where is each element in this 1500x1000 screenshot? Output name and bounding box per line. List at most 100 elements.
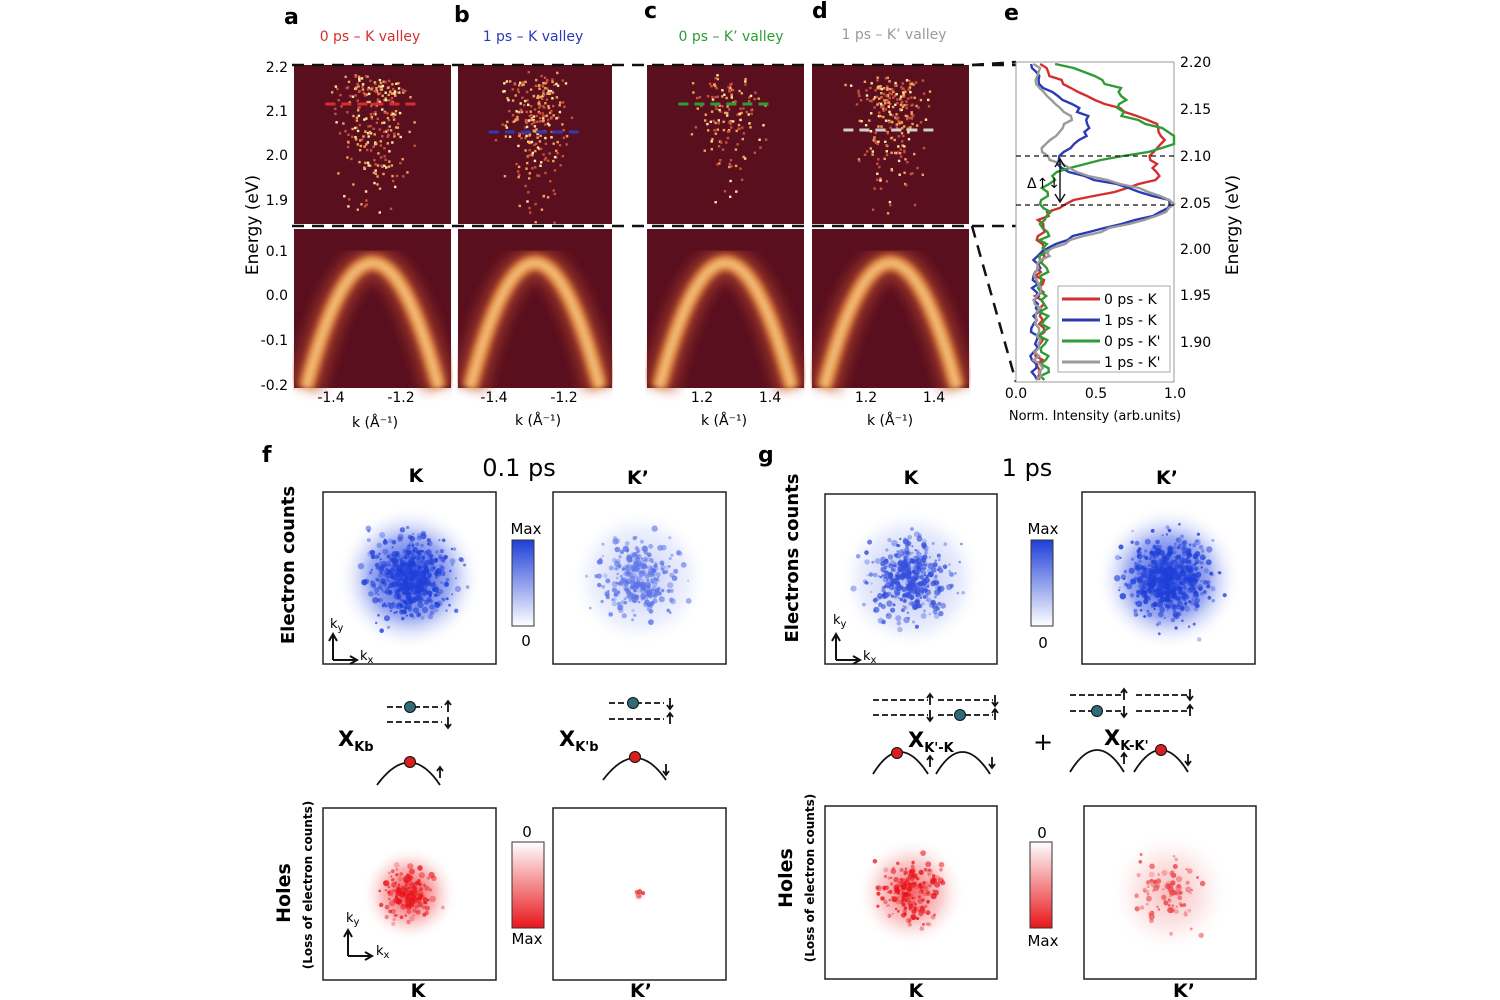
density-speckle <box>903 906 908 910</box>
density-speckle <box>914 624 919 629</box>
e-x-tick: 0.0 <box>1005 386 1027 402</box>
density-speckle <box>1183 912 1188 917</box>
density-speckle <box>1147 612 1153 617</box>
density-speckle <box>388 909 393 914</box>
density-speckle <box>386 625 391 630</box>
density-speckle <box>1134 893 1139 898</box>
g-cbar-zero: 0 <box>1038 634 1048 652</box>
density-speckle <box>1166 883 1172 889</box>
density-speckle <box>1199 880 1206 887</box>
density-speckle <box>1146 590 1150 594</box>
arpes-speckle <box>890 169 894 172</box>
density-speckle <box>416 535 422 541</box>
arpes-speckle <box>523 104 526 107</box>
arpes-speckle <box>714 77 717 80</box>
density-speckle <box>883 867 889 873</box>
density-speckle <box>902 605 905 608</box>
arpes-speckle <box>879 114 882 118</box>
arpes-speckle <box>738 89 741 93</box>
arpes-speckle <box>885 153 889 157</box>
density-speckle <box>384 591 388 594</box>
density-speckle <box>1136 549 1140 553</box>
density-speckle <box>897 892 900 896</box>
arpes-speckle <box>704 113 707 116</box>
density-speckle <box>923 609 926 613</box>
density-speckle <box>391 878 395 882</box>
density-speckle <box>611 598 614 602</box>
arpes-speckle <box>354 75 357 78</box>
arpes-speckle <box>924 118 928 121</box>
density-speckle <box>1170 907 1176 913</box>
density-speckle <box>397 898 403 904</box>
density-speckle <box>387 589 393 595</box>
g-exciton-schematic-kpk <box>872 692 999 775</box>
arpes-speckle <box>901 144 904 147</box>
arpes-speckle <box>547 159 550 162</box>
density-speckle <box>922 881 926 884</box>
density-speckle <box>418 893 424 898</box>
arpes-speckle <box>366 132 370 135</box>
arpes-speckle <box>850 84 853 87</box>
density-speckle <box>406 594 408 596</box>
arpes-speckle <box>344 130 347 133</box>
density-speckle <box>1173 592 1177 596</box>
arpes-speckle <box>707 129 710 132</box>
arpes-speckle <box>533 159 537 163</box>
density-speckle <box>391 539 397 545</box>
density-speckle <box>669 588 674 594</box>
density-speckle <box>901 902 906 907</box>
g-electron-density-kp <box>1095 505 1242 651</box>
arpes-speckle <box>346 111 349 114</box>
arpes-speckle <box>516 170 520 173</box>
density-speckle <box>396 581 402 586</box>
arpes-speckle <box>880 96 884 99</box>
density-speckle <box>1171 568 1177 573</box>
arpes-speckle <box>354 136 357 139</box>
density-speckle <box>926 585 930 588</box>
density-speckle <box>936 607 941 611</box>
density-speckle <box>1157 908 1161 911</box>
arpes-speckle <box>711 98 715 101</box>
density-speckle <box>616 572 619 576</box>
density-speckle <box>402 600 407 604</box>
arpes-speckle <box>539 116 542 120</box>
arpes-speckle <box>892 90 895 94</box>
density-speckle <box>933 590 937 593</box>
arpes-speckle <box>383 111 387 114</box>
density-speckle <box>409 879 412 882</box>
density-speckle <box>1163 616 1166 620</box>
density-speckle <box>1169 907 1176 914</box>
density-speckle <box>645 566 649 569</box>
density-speckle <box>897 581 900 584</box>
density-speckle <box>903 872 907 876</box>
density-speckle <box>379 628 385 633</box>
density-speckle <box>608 565 614 571</box>
density-speckle <box>1188 565 1193 571</box>
density-speckle <box>925 922 930 926</box>
arpes-speckle <box>882 115 885 119</box>
arpes-speckle <box>346 86 350 89</box>
density-speckle <box>1118 544 1124 550</box>
arpes-speckle <box>903 125 906 128</box>
arpes-speckle <box>903 104 906 107</box>
density-speckle <box>1155 623 1159 627</box>
density-speckle <box>650 579 655 584</box>
density-speckle <box>633 595 639 601</box>
arpes-speckle <box>533 108 537 111</box>
density-speckle <box>1124 582 1128 587</box>
arpes-speckle <box>547 89 550 93</box>
arpes-speckle <box>374 163 377 166</box>
density-speckle <box>923 881 930 888</box>
density-speckle <box>1138 580 1145 587</box>
title-0ps-k: 0 ps – K valley <box>320 29 421 45</box>
density-speckle <box>406 879 413 886</box>
arpes-speckle <box>874 141 878 145</box>
density-speckle <box>1139 905 1145 910</box>
density-speckle <box>661 588 665 593</box>
arpes-speckle <box>532 115 536 118</box>
density-speckle <box>1144 538 1151 545</box>
density-speckle <box>430 582 436 588</box>
arpes-speckle <box>919 98 923 102</box>
density-speckle <box>932 609 938 615</box>
density-speckle <box>670 553 674 557</box>
